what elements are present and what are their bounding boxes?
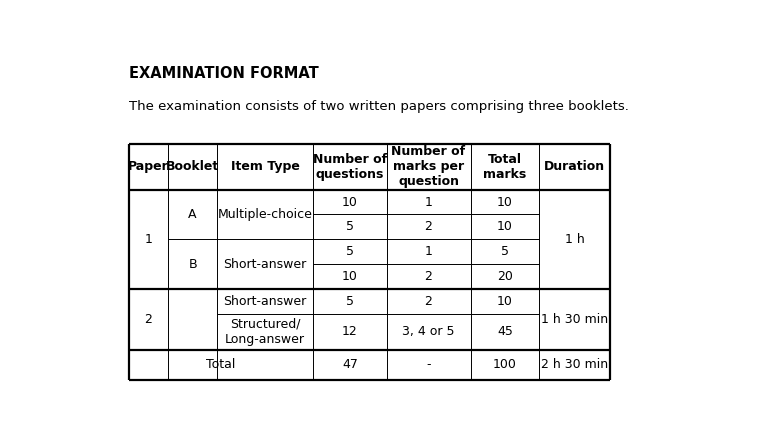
Text: 10: 10 bbox=[497, 195, 513, 208]
Text: Booklet: Booklet bbox=[166, 160, 220, 173]
Text: 20: 20 bbox=[497, 270, 513, 283]
Text: 5: 5 bbox=[346, 245, 354, 258]
Text: 47: 47 bbox=[342, 358, 358, 371]
Text: 100: 100 bbox=[493, 358, 517, 371]
Text: Structured/
Long-answer: Structured/ Long-answer bbox=[225, 318, 305, 346]
Text: 2 h 30 min: 2 h 30 min bbox=[541, 358, 608, 371]
Text: -: - bbox=[426, 358, 431, 371]
Text: 10: 10 bbox=[497, 220, 513, 233]
Text: B: B bbox=[188, 258, 197, 271]
Text: 1 h: 1 h bbox=[564, 233, 584, 246]
Text: A: A bbox=[188, 208, 197, 221]
Text: Duration: Duration bbox=[544, 160, 605, 173]
Text: Total: Total bbox=[207, 358, 236, 371]
Text: Multiple-choice: Multiple-choice bbox=[218, 208, 313, 221]
Text: 2: 2 bbox=[425, 295, 432, 308]
Text: 2: 2 bbox=[425, 220, 432, 233]
Text: Number of
marks per
question: Number of marks per question bbox=[392, 145, 465, 188]
Text: Short-answer: Short-answer bbox=[223, 295, 307, 308]
Text: 5: 5 bbox=[501, 245, 509, 258]
Text: 2: 2 bbox=[425, 270, 432, 283]
Text: 45: 45 bbox=[497, 325, 513, 339]
Text: Paper: Paper bbox=[128, 160, 169, 173]
Text: 10: 10 bbox=[497, 295, 513, 308]
Text: 3, 4 or 5: 3, 4 or 5 bbox=[402, 325, 455, 339]
Text: Item Type: Item Type bbox=[231, 160, 300, 173]
Text: 10: 10 bbox=[342, 270, 358, 283]
Text: 2: 2 bbox=[144, 313, 152, 326]
Text: Total
marks: Total marks bbox=[483, 152, 527, 180]
Text: Number of
questions: Number of questions bbox=[313, 152, 387, 180]
Text: 1: 1 bbox=[425, 195, 432, 208]
Text: 12: 12 bbox=[342, 325, 358, 339]
Text: The examination consists of two written papers comprising three booklets.: The examination consists of two written … bbox=[129, 100, 629, 113]
Text: 1 h 30 min: 1 h 30 min bbox=[541, 313, 608, 326]
Text: 1: 1 bbox=[425, 245, 432, 258]
Text: Short-answer: Short-answer bbox=[223, 258, 307, 271]
Text: 5: 5 bbox=[346, 220, 354, 233]
Text: EXAMINATION FORMAT: EXAMINATION FORMAT bbox=[129, 66, 319, 81]
Text: 5: 5 bbox=[346, 295, 354, 308]
Text: 1: 1 bbox=[144, 233, 152, 246]
Text: 10: 10 bbox=[342, 195, 358, 208]
